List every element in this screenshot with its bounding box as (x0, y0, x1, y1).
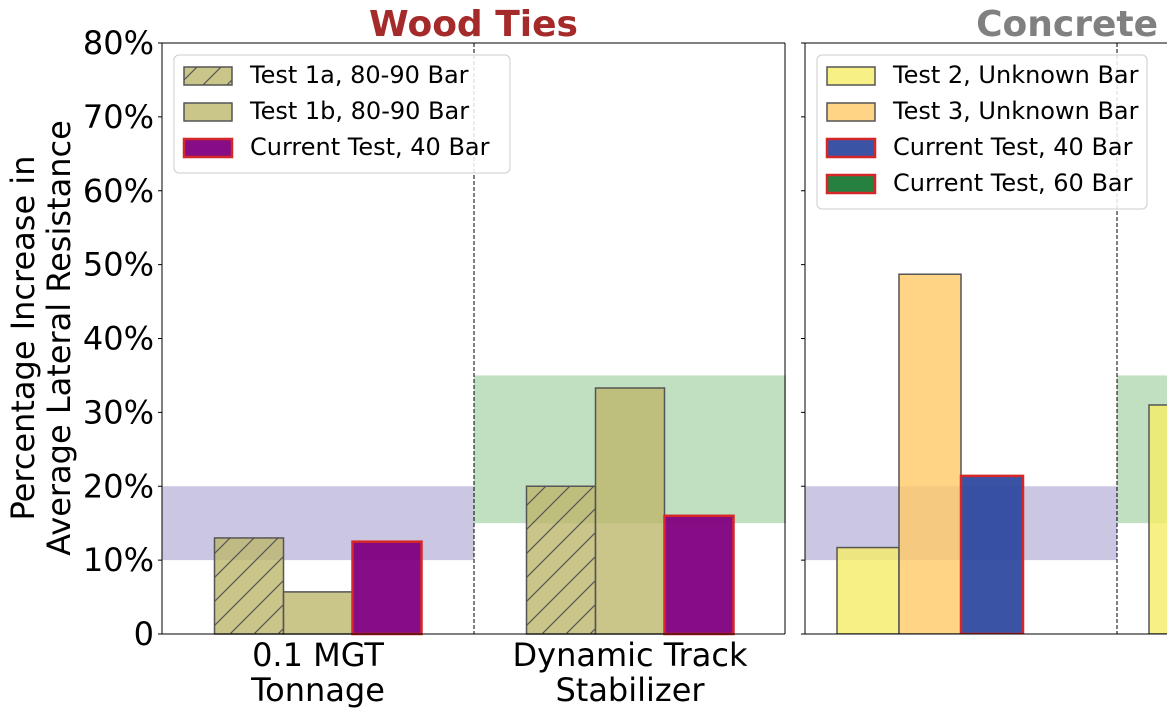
legend-swatch-1-2-edge (825, 137, 877, 159)
panel-title-1: Concrete (976, 4, 1158, 45)
legend-swatch-0-2-edge (182, 137, 234, 159)
category-line-0-0-0: 0.1 MGT (252, 636, 384, 674)
legend-label-0-1: Test 1b, 80-90 Bar (249, 97, 469, 125)
bar-1-0-0 (837, 547, 899, 634)
legend-swatch-1-3 (827, 175, 875, 193)
ytick-label-1: 10% (83, 541, 154, 579)
bar-0-0-1-hatch (526, 486, 596, 634)
bar-0-2-0 (352, 541, 422, 634)
legend-swatch-1-2 (827, 139, 875, 157)
legend-swatch-0-0-hatch (184, 67, 232, 85)
category-line-1-0-0: 0.1 MGT (895, 636, 1027, 674)
ylabel-line-1: Average Lateral Resistance (40, 120, 78, 556)
bars-panel-1 (836, 273, 1167, 634)
category-line-0-0-1: Tonnage (250, 671, 385, 709)
band-0-0 (162, 486, 474, 561)
legend-swatch-1-3-edge (825, 173, 877, 195)
legend-label-1-3: Current Test, 60 Bar (893, 169, 1133, 197)
bar-1-2-0-edge (959, 474, 1025, 634)
legend-swatch-0-1 (184, 103, 232, 121)
ylabel-line-0: Percentage Increase in (4, 156, 42, 521)
ytick-label-0: 0 (134, 615, 154, 653)
bar-0-1-0 (283, 591, 353, 634)
legend-swatch-1-0-edge (826, 66, 876, 86)
ytick-label-6: 60% (83, 172, 154, 210)
legend-swatch-0-0-edge (183, 66, 233, 86)
bar-1-0-1-edge (1148, 404, 1167, 634)
bars-panel-0 (213, 387, 735, 636)
legend-swatch-1-1-edge (826, 102, 876, 122)
bar-1-2-0 (961, 475, 1023, 634)
legend-box-1 (816, 54, 1148, 210)
chart-text: 010%20%30%40%50%60%70%80%0.1 MGTTonnageD… (4, 4, 1158, 709)
category-line-1-0-1: Tonnage (893, 671, 1028, 709)
category-line-0-1-0: Dynamic Track (512, 636, 748, 674)
legend-swatch-0-1-edge (183, 102, 233, 122)
legend-label-0-2: Current Test, 40 Bar (250, 133, 490, 161)
legend-swatch-0-2 (184, 139, 232, 157)
legend-swatch-1-1 (827, 103, 875, 121)
legend-label-1-0: Test 2, Unknown Bar (892, 61, 1139, 89)
legend-swatch-1-0 (827, 67, 875, 85)
bar-1-1-0 (899, 274, 961, 634)
bar-0-1-1 (595, 387, 665, 634)
bars (213, 273, 1167, 636)
bar-1-1-0-edge (898, 273, 962, 634)
ytick-label-3: 30% (83, 393, 154, 431)
legend-label-1-1: Test 3, Unknown Bar (892, 97, 1139, 125)
legend-box-0 (173, 54, 511, 174)
ytick-label-4: 40% (83, 320, 154, 358)
ytick-label-7: 70% (83, 98, 154, 136)
panel-title-0: Wood Ties (369, 4, 578, 45)
ytick-label-8: 80% (83, 24, 154, 62)
bar-0-2-1 (664, 515, 734, 634)
bar-1-0-1 (1149, 404, 1167, 634)
legend-label-1-2: Current Test, 40 Bar (893, 133, 1133, 161)
legend-label-0-0: Test 1a, 80-90 Bar (249, 61, 469, 89)
ytick-label-5: 50% (83, 246, 154, 284)
bar-0-0-0-hatch (214, 537, 284, 634)
category-line-0-1-1: Stabilizer (555, 671, 705, 709)
legends: Test 1a, 80-90 Bar Test 1b, 80-90 Bar Curr… (173, 54, 1148, 210)
ytick-label-2: 20% (83, 467, 154, 505)
